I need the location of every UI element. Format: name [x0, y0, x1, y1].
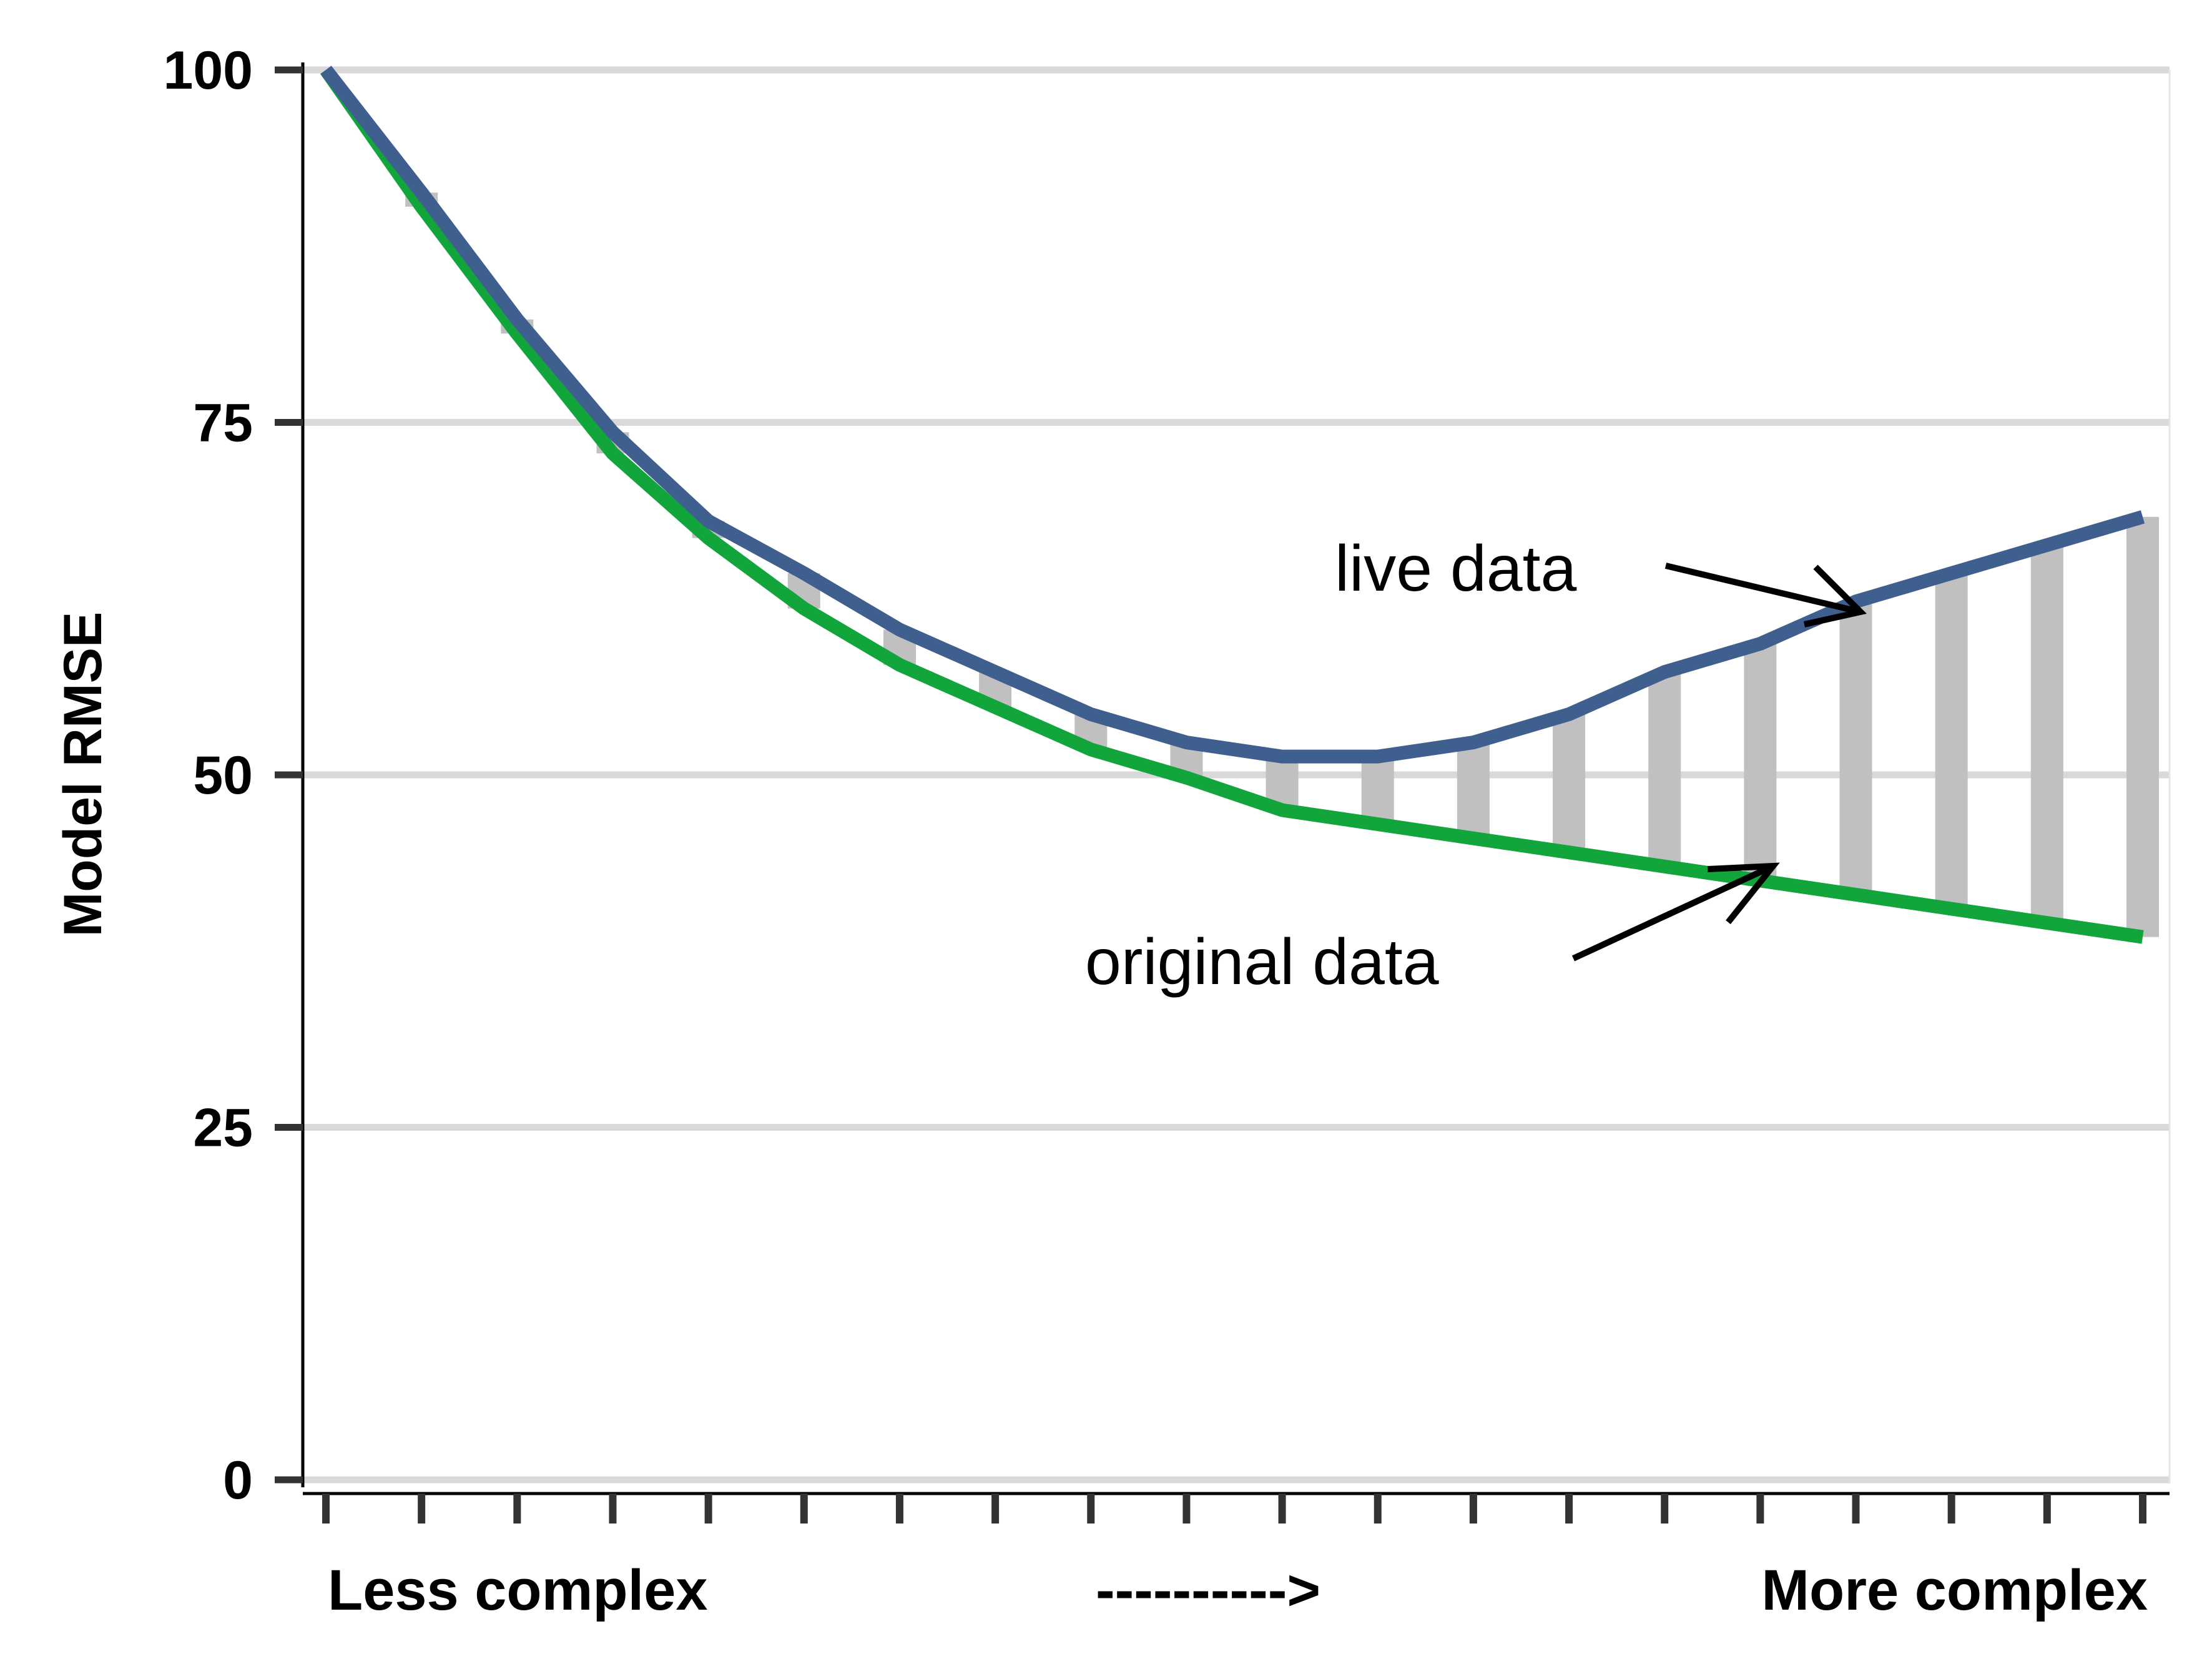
gap-bars — [405, 192, 2159, 937]
x-axis-ticks — [322, 1494, 2146, 1524]
annotation-original-data: original data — [1085, 926, 1439, 998]
gridlines — [303, 66, 2171, 1484]
annotation-original-data-arrow — [1571, 862, 1780, 962]
annotation-live-data-arrow — [1664, 563, 1867, 628]
y-tick-label-75: 75 — [193, 393, 253, 453]
x-label-more-complex: More complex — [1761, 1558, 2148, 1622]
annotations: live data original data — [1085, 533, 1867, 998]
gap-bar-15 — [1648, 672, 1681, 867]
series-line-original-data — [320, 66, 2144, 944]
gap-bar-16 — [1744, 644, 1777, 881]
y-axis-ticks: 0 25 50 75 100 — [164, 41, 303, 1510]
gap-bar-14 — [1553, 714, 1586, 853]
y-tick-label-50: 50 — [193, 746, 253, 805]
x-label-arrow: ----------> — [1096, 1558, 1320, 1622]
y-tick-label-0: 0 — [223, 1450, 253, 1510]
gap-bar-18 — [1935, 573, 1968, 909]
gap-bar-13 — [1457, 742, 1490, 839]
y-axis-title: Model RMSE — [53, 612, 113, 937]
gap-bar-17 — [1839, 601, 1872, 895]
gap-bar-19 — [2030, 544, 2063, 923]
gap-bar-20 — [2126, 516, 2159, 937]
x-label-less-complex: Less complex — [328, 1558, 708, 1622]
gap-bar-12 — [1361, 756, 1394, 825]
y-tick-label-100: 100 — [164, 41, 253, 101]
y-tick-label-25: 25 — [193, 1098, 253, 1158]
annotation-live-data: live data — [1335, 533, 1577, 605]
